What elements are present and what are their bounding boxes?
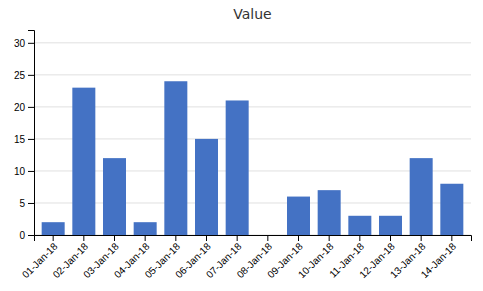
bar (410, 158, 433, 235)
y-tick: 25 (14, 70, 34, 81)
bar (195, 139, 218, 235)
bar (318, 190, 341, 235)
y-tick: 30 (14, 38, 34, 49)
bar (226, 100, 249, 235)
bar (164, 81, 187, 235)
y-tick-label: 15 (14, 134, 26, 145)
y-tick: 0 (19, 230, 34, 241)
y-tick-label: 30 (14, 38, 26, 49)
y-tick-mark (28, 75, 34, 76)
bar (103, 158, 126, 235)
x-tick-mark (359, 235, 360, 241)
y-tick-mark (28, 235, 34, 236)
grid-line (34, 42, 471, 43)
y-axis: 0 5 10 15 20 25 30 (14, 31, 35, 241)
x-tick-mark (298, 235, 299, 241)
x-axis: 01-Jan-1802-Jan-1803-Jan-1804-Jan-1805-J… (20, 235, 472, 280)
bar (379, 216, 402, 235)
plot: 0 5 10 15 20 25 30 01-Jan-1802-Jan-1803-Jan-180… (14, 31, 472, 281)
y-axis-line (28, 31, 35, 236)
x-tick-mark (114, 235, 115, 241)
grid (34, 43, 471, 235)
bar (440, 184, 463, 235)
grid-line (34, 74, 471, 75)
y-tick: 15 (14, 134, 34, 145)
bar (287, 197, 310, 235)
y-tick-mark (28, 171, 34, 172)
chart: 0 5 10 15 20 25 30 01-Jan-1802-Jan-1803-Jan-180… (0, 0, 483, 291)
grid-line (34, 170, 471, 171)
x-tick-mark (390, 235, 391, 241)
bar (72, 88, 95, 235)
y-tick: 5 (19, 198, 34, 209)
y-tick-label: 20 (14, 102, 26, 113)
bar (256, 235, 279, 236)
y-tick-label: 5 (19, 198, 25, 209)
y-tick-label: 0 (19, 230, 25, 241)
x-tick-mark (329, 235, 330, 241)
bar (348, 216, 371, 235)
x-tick: 14-Jan-18 (419, 235, 459, 280)
y-tick-mark (28, 43, 34, 44)
x-tick-mark (175, 235, 176, 241)
x-tick-mark (206, 235, 207, 241)
x-tick-mark (237, 235, 238, 241)
y-tick: 20 (14, 102, 34, 113)
y-tick: 10 (14, 166, 34, 177)
grid-line (34, 138, 471, 139)
x-tick-mark (421, 235, 422, 241)
y-tick-label: 10 (14, 166, 26, 177)
title: Value (233, 6, 271, 22)
bar (134, 222, 157, 235)
y-tick-mark (28, 203, 34, 204)
x-tick-mark (53, 235, 54, 241)
bars (42, 81, 464, 235)
x-tick-mark (145, 235, 146, 241)
x-axis-line (35, 236, 472, 242)
y-tick-mark (28, 139, 34, 140)
bar (42, 222, 65, 235)
x-tick-mark (267, 235, 268, 241)
y-tick-label: 25 (14, 70, 26, 81)
grid-line (34, 202, 471, 203)
grid-line (34, 106, 471, 107)
x-tick-label: 14-Jan-18 (419, 240, 459, 280)
y-tick-mark (28, 107, 34, 108)
x-tick-mark (83, 235, 84, 241)
x-tick-mark (451, 235, 452, 241)
